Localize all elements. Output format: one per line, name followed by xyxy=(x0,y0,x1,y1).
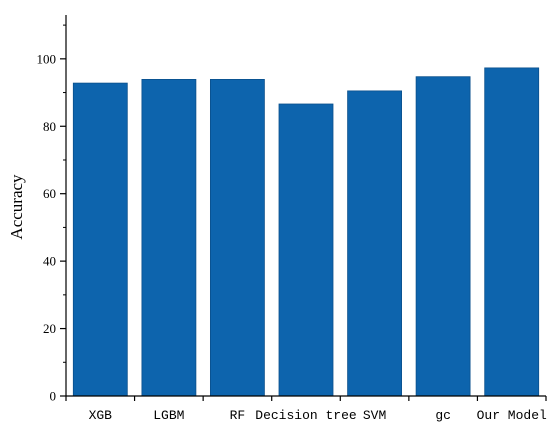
y-tick-label: 20 xyxy=(43,321,56,336)
y-tick-label: 60 xyxy=(43,186,56,201)
y-tick-label: 0 xyxy=(50,389,57,404)
bar xyxy=(72,82,128,397)
labels-layer: 0 20 40 60 80 100 XGB LGBM RF Decision tree SVM gc O… xyxy=(37,51,548,423)
bar xyxy=(347,90,403,397)
y-tick-label: 100 xyxy=(37,51,57,66)
y-tick-label: 80 xyxy=(43,119,56,134)
y-tick-label: 40 xyxy=(43,254,56,269)
x-tick-label: LGBM xyxy=(153,408,184,423)
x-tick-label: Our Model xyxy=(477,408,547,423)
bar xyxy=(415,76,471,397)
bars-layer xyxy=(72,67,540,397)
bar xyxy=(209,79,265,397)
y-axis-title: Accuracy xyxy=(7,174,26,240)
ticks-layer xyxy=(60,24,547,401)
bar xyxy=(278,103,334,397)
x-tick-label: XGB xyxy=(89,408,113,423)
x-tick-label: SVM xyxy=(363,408,386,423)
x-tick-label: RF xyxy=(230,408,246,423)
bar xyxy=(141,79,197,397)
x-tick-label: Decision tree xyxy=(255,408,356,423)
bar xyxy=(484,67,540,397)
x-tick-label: gc xyxy=(435,408,451,423)
axes-layer xyxy=(65,15,546,397)
